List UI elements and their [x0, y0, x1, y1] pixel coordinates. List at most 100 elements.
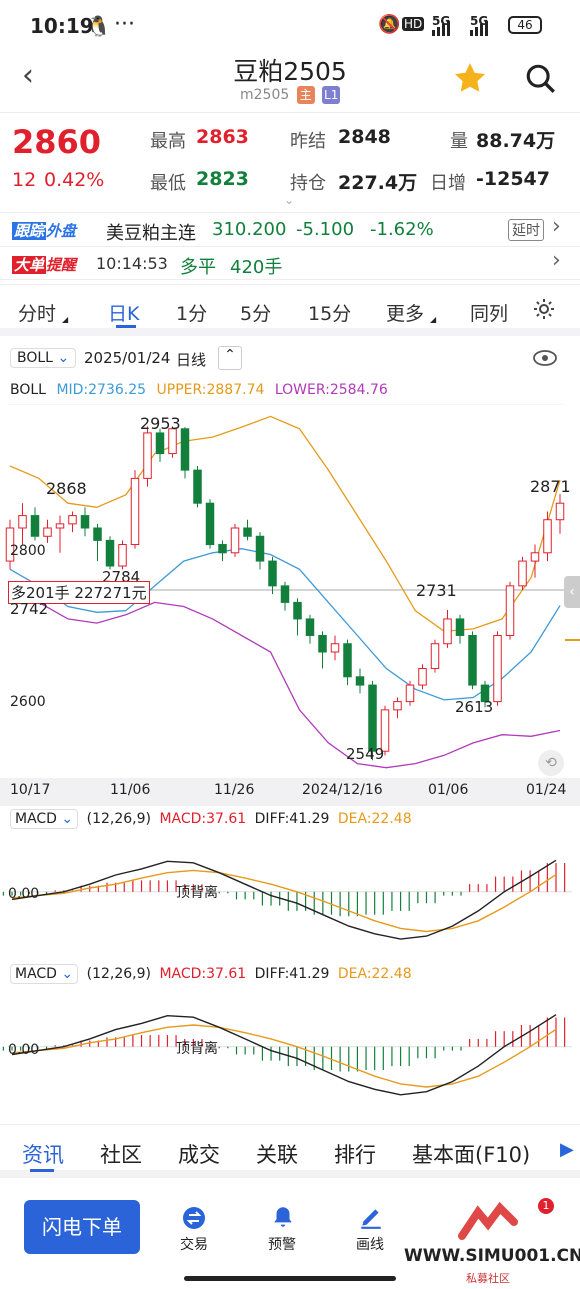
boll-values-row: BOLL MID:2736.25 UPPER:2887.74 LOWER:258…	[10, 382, 580, 398]
tab-more[interactable]: 更多	[386, 303, 425, 325]
candle-body	[143, 432, 152, 479]
signal-icon	[432, 21, 488, 36]
reset-zoom-icon[interactable]: ⟲	[538, 750, 564, 776]
macd2-name: MACD	[15, 966, 57, 982]
candle-body	[55, 523, 65, 529]
big-order-row[interactable]: 大单 提醒 10:14:53 多平 420手 ›	[0, 246, 580, 280]
big-order-badge-right: 提醒	[46, 256, 77, 274]
alert-label[interactable]: 预警	[268, 1237, 296, 1253]
candle-body	[305, 618, 315, 636]
candle-body	[555, 502, 565, 521]
tab-related[interactable]: 关联	[256, 1143, 298, 1167]
candle-body	[368, 684, 377, 752]
hi-label-1: 2953	[140, 414, 181, 433]
tab-trades[interactable]: 成交	[178, 1143, 220, 1167]
tab-fundamentals[interactable]: 基本面(F10)	[412, 1143, 531, 1167]
collapse-chevron-icon[interactable]: ⌃	[218, 346, 242, 370]
candle-body	[418, 668, 427, 686]
instrument-code-row: m2505 主 L1	[240, 86, 341, 104]
draw-pen-icon[interactable]	[358, 1204, 384, 1230]
high-value: 2863	[196, 126, 249, 148]
main-tag: 主	[296, 86, 315, 104]
boll-lower: LOWER:2584.76	[274, 382, 388, 398]
macd1-select[interactable]: MACD ⌄	[10, 809, 79, 829]
candle-body	[43, 527, 52, 537]
follow-pct: -1.62%	[370, 219, 434, 240]
big-order-type: 多平	[180, 257, 216, 278]
tab-intraday[interactable]: 分时	[18, 303, 57, 325]
follow-price: 310.200	[212, 219, 287, 240]
tab-5min[interactable]: 5分	[240, 303, 272, 325]
favorite-star-icon[interactable]	[452, 60, 488, 96]
candle-body	[443, 618, 452, 645]
search-icon[interactable]	[524, 62, 558, 96]
position-label[interactable]: 多201手 227271元	[8, 581, 150, 604]
mid-label: 2731	[416, 581, 457, 600]
candle-body	[255, 535, 265, 562]
candle-body	[118, 544, 127, 567]
quote-panel: 2860 12 0.42% 最高 2863 最低 2823 昨结 2848 持仓…	[0, 112, 580, 212]
open-interest-label: 持仓	[290, 173, 326, 194]
macd1-name: MACD	[15, 811, 57, 827]
instrument-title: 豆粕2505	[233, 57, 347, 86]
macd1-divergence-note: 顶背离	[176, 885, 218, 901]
macd1-value: MACD:37.61	[159, 811, 247, 827]
eye-icon[interactable]	[532, 349, 558, 367]
price-change-pct: 0.42%	[44, 169, 105, 191]
notification-badge: 1	[538, 1198, 554, 1214]
indicator-select[interactable]: BOLL ⌄	[10, 348, 77, 368]
chart-date: 2025/01/24	[84, 349, 171, 367]
tab-ranking[interactable]: 排行	[334, 1143, 376, 1167]
draw-label[interactable]: 画线	[356, 1237, 384, 1253]
macd-chart-1[interactable]	[0, 836, 580, 960]
candle-body	[480, 684, 490, 703]
x-label: 2024/12/16	[302, 782, 383, 798]
candle-body	[105, 539, 115, 567]
expand-chevron-icon[interactable]: ⌄	[284, 193, 295, 207]
tab-daily-k[interactable]: 日K	[108, 303, 140, 325]
x-label: 01/24	[526, 782, 567, 798]
candlestick-chart[interactable]	[0, 404, 580, 776]
tab-community[interactable]: 社区	[100, 1143, 142, 1167]
alert-bell-icon[interactable]	[270, 1204, 296, 1230]
flash-order-button[interactable]: 闪电下单	[24, 1200, 140, 1254]
macd-chart-2[interactable]	[0, 990, 580, 1116]
macd2-divergence-note: 顶背离	[176, 1041, 218, 1057]
back-icon[interactable]: ‹	[22, 58, 34, 93]
title-bar: ‹ 豆粕2505 m2505 主 L1	[0, 52, 580, 112]
status-bar: 10:19 🐧 ··· 🔕 HD 5G 5G 46	[0, 0, 580, 52]
side-panel-toggle-icon[interactable]: ‹	[564, 576, 580, 608]
macd2-select[interactable]: MACD ⌄	[10, 964, 79, 984]
simu-logo-icon	[458, 1202, 518, 1240]
candle-body	[268, 560, 277, 587]
tab-compare[interactable]: 同列	[470, 303, 509, 325]
open-interest-value: 227.4万	[338, 172, 418, 194]
follow-badge: 跟踪 外盘	[12, 220, 76, 241]
candle-body	[30, 515, 40, 537]
settings-gear-icon[interactable]	[532, 297, 556, 321]
boll-mid-line	[9, 548, 561, 701]
macd-diff-line	[11, 1014, 557, 1096]
boll-mid: MID:2736.25	[56, 382, 147, 398]
tab-news[interactable]: 资讯	[22, 1143, 64, 1167]
active-bottom-tab-indicator	[30, 1169, 54, 1172]
trade-icon[interactable]	[182, 1206, 206, 1230]
macd1-header: MACD ⌄ (12,26,9) MACD:37.61 DIFF:41.29 D…	[10, 809, 580, 829]
tabs-scroll-right-icon[interactable]: ▶	[560, 1139, 574, 1160]
network-5g-label-2: 5G	[470, 14, 489, 28]
watermark-text: WWW.SIMU001.CN	[404, 1246, 580, 1266]
watermark-sub: 私募社区	[466, 1272, 510, 1285]
follow-row[interactable]: 跟踪 外盘 美豆粕主连 310.200 -5.100 -1.62% 延时 ›	[0, 212, 580, 246]
tab-15min[interactable]: 15分	[308, 303, 352, 325]
prev-close-value: 2848	[338, 126, 391, 148]
trade-label[interactable]: 交易	[180, 1237, 208, 1253]
tab-1min[interactable]: 1分	[176, 303, 208, 325]
macd2-value: MACD:37.61	[159, 966, 247, 982]
daily-increase-label: 日增	[430, 173, 466, 194]
follow-change: -5.100	[296, 219, 355, 240]
macd1-params: (12,26,9)	[86, 811, 151, 827]
candle-body	[505, 585, 515, 636]
macd-dea-line	[11, 1024, 557, 1088]
macd2-dea: DEA:22.48	[337, 966, 412, 982]
candle-body	[180, 428, 190, 471]
